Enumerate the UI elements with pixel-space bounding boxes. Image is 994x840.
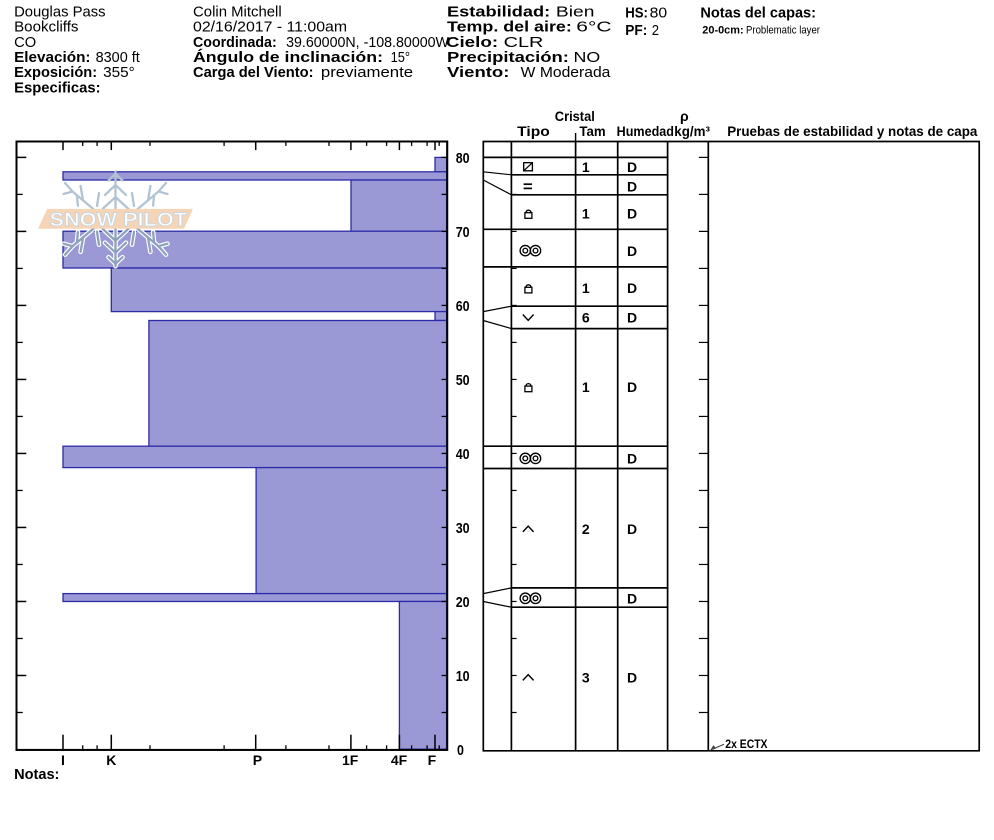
svg-text:Notas del capas:: Notas del capas: xyxy=(700,6,816,22)
svg-text:20: 20 xyxy=(456,594,470,611)
svg-text:D: D xyxy=(627,243,637,259)
svg-text:Notas:: Notas: xyxy=(14,766,59,783)
svg-text:Problematic layer: Problematic layer xyxy=(746,25,820,37)
svg-text:D: D xyxy=(627,451,637,467)
svg-text:Estabilidad:: Estabilidad: xyxy=(447,5,550,21)
svg-text:Carga del Viento:: Carga del Viento: xyxy=(193,65,314,81)
svg-text:1: 1 xyxy=(582,379,590,395)
svg-text:Tam: Tam xyxy=(579,123,605,139)
svg-text:355°: 355° xyxy=(103,65,135,81)
svg-text:30: 30 xyxy=(456,520,470,537)
svg-text:1: 1 xyxy=(582,159,590,175)
svg-text:Pruebas de estabilidad y notas: Pruebas de estabilidad y notas de capa xyxy=(727,123,977,139)
svg-text:D: D xyxy=(627,591,637,607)
svg-text:Cristal: Cristal xyxy=(555,108,595,124)
svg-text:80: 80 xyxy=(650,6,668,22)
svg-text:I: I xyxy=(61,752,65,768)
svg-text:80: 80 xyxy=(456,150,470,167)
svg-text:Elevación:: Elevación: xyxy=(14,50,90,66)
svg-text:D: D xyxy=(627,280,637,296)
svg-text:Bookcliffs: Bookcliffs xyxy=(14,20,78,36)
svg-text:70: 70 xyxy=(456,224,470,241)
svg-text:2x ECTX: 2x ECTX xyxy=(725,737,767,751)
svg-text:4F: 4F xyxy=(391,752,408,768)
svg-text:40: 40 xyxy=(456,446,470,463)
svg-text:ρ: ρ xyxy=(680,108,689,124)
svg-text:P: P xyxy=(253,752,262,768)
svg-text:D: D xyxy=(627,379,637,395)
svg-text:20-0cm:: 20-0cm: xyxy=(702,25,743,37)
svg-text:Precipitación:: Precipitación: xyxy=(447,50,569,66)
svg-text:Coordinada:: Coordinada: xyxy=(193,35,277,51)
svg-text:D: D xyxy=(627,206,637,222)
svg-text:60: 60 xyxy=(456,298,470,315)
svg-text:D: D xyxy=(627,179,637,195)
svg-text:8300 ft: 8300 ft xyxy=(96,50,140,66)
svg-text:Viento:: Viento: xyxy=(447,65,509,81)
svg-text:Douglas Pass: Douglas Pass xyxy=(14,5,105,21)
svg-text:1: 1 xyxy=(582,280,590,296)
svg-text:Humedad: Humedad xyxy=(617,123,674,139)
svg-text:Ángulo de inclinación:: Ángulo de inclinación: xyxy=(193,49,383,66)
svg-text:K: K xyxy=(106,752,116,768)
svg-text:CLR: CLR xyxy=(504,35,544,51)
svg-text:kg/m³: kg/m³ xyxy=(674,123,710,139)
svg-text:6: 6 xyxy=(582,310,590,326)
svg-text:NO: NO xyxy=(574,50,601,66)
svg-text:D: D xyxy=(627,521,637,537)
svg-text:HS:: HS: xyxy=(625,6,648,22)
svg-text:Temp. del aire:: Temp. del aire: xyxy=(447,20,572,36)
svg-text:Bien: Bien xyxy=(556,5,595,21)
svg-text:W Moderada: W Moderada xyxy=(521,65,612,81)
svg-text:PF:: PF: xyxy=(625,23,647,39)
svg-text:1F: 1F xyxy=(342,752,359,768)
svg-text:10: 10 xyxy=(456,668,470,685)
svg-text:D: D xyxy=(627,670,637,686)
svg-text:F: F xyxy=(428,752,437,768)
svg-text:SNOW PILOT: SNOW PILOT xyxy=(50,209,188,231)
svg-text:Tipo: Tipo xyxy=(517,123,550,139)
svg-text:Colin Mitchell: Colin Mitchell xyxy=(193,5,282,21)
svg-text:Exposición:: Exposición: xyxy=(14,65,97,81)
svg-text:2: 2 xyxy=(652,23,659,39)
svg-text:3: 3 xyxy=(582,670,590,686)
svg-text:Especificas:: Especificas: xyxy=(14,81,101,97)
svg-text:2: 2 xyxy=(582,521,590,537)
svg-text:50: 50 xyxy=(456,372,470,389)
svg-text:Cielo:: Cielo: xyxy=(446,35,498,51)
svg-text:02/16/2017 - 11:00am: 02/16/2017 - 11:00am xyxy=(193,20,347,36)
svg-text:CO: CO xyxy=(14,35,36,51)
svg-text:6°C: 6°C xyxy=(576,20,611,36)
svg-text:previamente: previamente xyxy=(321,65,413,81)
svg-text:0: 0 xyxy=(457,742,464,759)
svg-text:D: D xyxy=(627,310,637,326)
svg-text:39.60000N, -108.80000W: 39.60000N, -108.80000W xyxy=(286,35,449,51)
svg-text:D: D xyxy=(627,159,637,175)
svg-text:15°: 15° xyxy=(391,50,411,66)
svg-text:1: 1 xyxy=(582,206,590,222)
